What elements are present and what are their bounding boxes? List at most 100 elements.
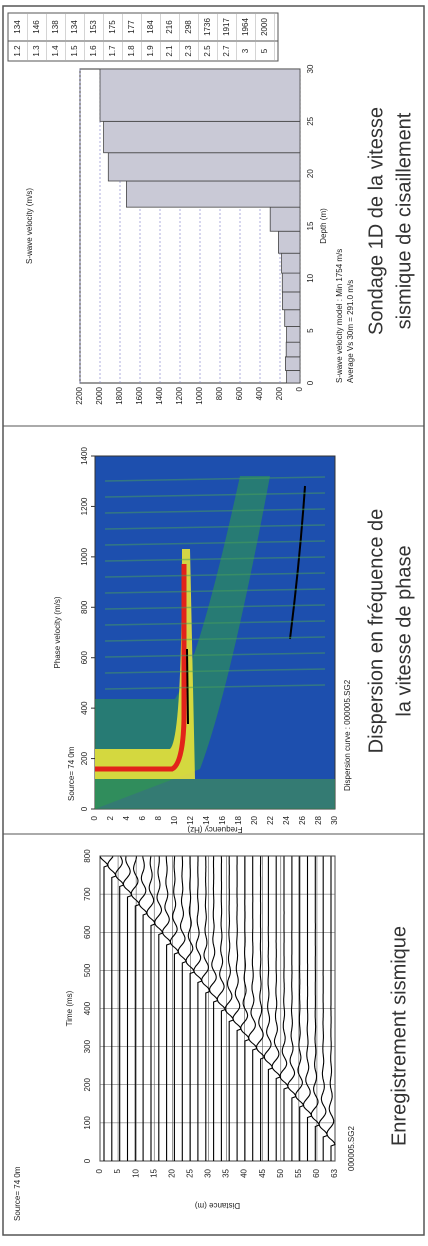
- energy-band: [95, 779, 335, 809]
- time-tick-label: 700: [83, 887, 92, 901]
- seismic-trace: [240, 856, 250, 1161]
- velocity-layer: [281, 272, 301, 293]
- seismic-trace: [122, 856, 133, 1161]
- table-thickness: 2.1: [165, 45, 174, 57]
- frequency-tick-label: 28: [314, 815, 323, 824]
- distance-tick-label: 63: [330, 1168, 339, 1177]
- depth-tick-label: 0: [306, 380, 315, 385]
- axis-title: Frequency (Hz): [187, 825, 242, 834]
- seismic-trace: [177, 856, 187, 1161]
- table-velocity: 184: [146, 20, 155, 34]
- time-tick-label: 100: [83, 1116, 92, 1130]
- table-velocity: 1736: [203, 18, 212, 36]
- time-tick-label: 500: [83, 963, 92, 977]
- table-velocity: 2000: [260, 18, 269, 36]
- frequency-tick-label: 2: [106, 815, 115, 820]
- table-thickness: 1.6: [89, 45, 98, 57]
- depth-tick-label: 10: [306, 273, 315, 282]
- distance-tick-label: 30: [204, 1168, 213, 1177]
- distance-tick-label: 5: [113, 1168, 122, 1173]
- velocity-tick-label: 800: [80, 600, 89, 614]
- velocity-tick-label: 600: [235, 386, 244, 400]
- frequency-tick-label: 0: [90, 815, 99, 820]
- axis-title: S-wave velocity (m/s): [25, 188, 34, 264]
- distance-tick-label: 40: [240, 1168, 249, 1177]
- velocity-layer: [286, 370, 301, 384]
- energy-streak: [104, 524, 326, 530]
- table-velocity: 175: [108, 20, 117, 34]
- seismic-trace: [162, 856, 172, 1161]
- distance-tick-label: 25: [185, 1168, 194, 1177]
- footer-label: 000005.SG2: [347, 1126, 356, 1171]
- caption: Dispersion en fréquence de: [365, 509, 387, 754]
- distance-tick-label: 55: [294, 1168, 303, 1177]
- frequency-tick-label: 18: [234, 815, 243, 824]
- energy-streak: [104, 572, 326, 578]
- frequency-tick-label: 12: [186, 815, 195, 824]
- velocity-tick-label: 600: [80, 650, 89, 664]
- table-thickness: 1.3: [32, 45, 41, 57]
- velocity-tick-label: 400: [255, 386, 264, 400]
- frequency-tick-label: 10: [170, 815, 179, 824]
- table-velocity: 1917: [222, 18, 231, 36]
- velocity-tick-label: 0: [80, 806, 89, 811]
- seismic-trace: [146, 856, 156, 1161]
- seismic-trace: [295, 856, 305, 1161]
- velocity-tick-label: 200: [275, 386, 284, 400]
- time-tick-label: 400: [83, 1001, 92, 1015]
- velocity-tick-label: 1800: [115, 386, 124, 404]
- energy-streak: [104, 620, 326, 626]
- seismic-trace: [279, 856, 289, 1161]
- distance-tick-label: 50: [276, 1168, 285, 1177]
- seismic-trace: [99, 856, 109, 1161]
- energy-streak: [104, 668, 326, 674]
- energy-streak: [104, 508, 326, 514]
- energy-streak: [104, 604, 326, 610]
- energy-streak: [104, 636, 326, 642]
- table-velocity: 134: [13, 20, 22, 34]
- energy-streak: [104, 652, 326, 658]
- table-thickness: 1.5: [70, 45, 79, 57]
- energy-streak: [104, 492, 326, 498]
- frequency-tick-label: 16: [218, 815, 227, 824]
- velocity-tick-label: 1400: [80, 447, 89, 465]
- seismic-trace: [193, 856, 203, 1161]
- velocity-tick-label: 1200: [80, 497, 89, 515]
- table-thickness: 2.5: [203, 45, 212, 57]
- seismic-trace: [271, 856, 281, 1161]
- time-tick-label: 200: [83, 1078, 92, 1092]
- depth-tick-label: 30: [306, 64, 315, 73]
- seismic-trace: [287, 856, 297, 1161]
- table-thickness: 2.3: [184, 45, 193, 57]
- velocity-layer: [277, 230, 301, 254]
- caption: la vitesse de phase: [393, 545, 415, 716]
- velocity-layer: [107, 152, 301, 182]
- velocity-tick-label: 2200: [75, 386, 84, 404]
- time-tick-label: 600: [83, 925, 92, 939]
- footer-label: Dispersion curve : 000005.SG2: [343, 679, 352, 791]
- caption: Sondage 1D de la vitesse: [365, 107, 387, 335]
- table-thickness: 1.8: [127, 45, 136, 57]
- seismic-trace: [310, 856, 321, 1161]
- velocity-tick-label: 0: [295, 386, 304, 391]
- legend-text: Average Vs 30m = 291.0 m/s: [346, 280, 355, 383]
- table-velocity: 216: [165, 20, 174, 34]
- seismic-trace: [107, 856, 117, 1161]
- velocity-tick-label: 2000: [95, 386, 104, 404]
- axis-title: Depth (m): [319, 208, 328, 244]
- depth-tick-label: 5: [306, 328, 315, 333]
- time-tick-label: 300: [83, 1039, 92, 1053]
- distance-tick-label: 15: [149, 1168, 158, 1177]
- time-tick-label: 800: [83, 849, 92, 863]
- time-tick-label: 0: [83, 1158, 92, 1163]
- table-velocity: 177: [127, 20, 136, 34]
- velocity-layer: [284, 309, 301, 327]
- distance-tick-label: 20: [167, 1168, 176, 1177]
- seismic-trace: [154, 856, 164, 1161]
- table-velocity: 146: [32, 20, 41, 34]
- velocity-layer: [286, 326, 301, 343]
- dispersion-curve: [95, 564, 187, 772]
- velocity-layer: [103, 120, 301, 154]
